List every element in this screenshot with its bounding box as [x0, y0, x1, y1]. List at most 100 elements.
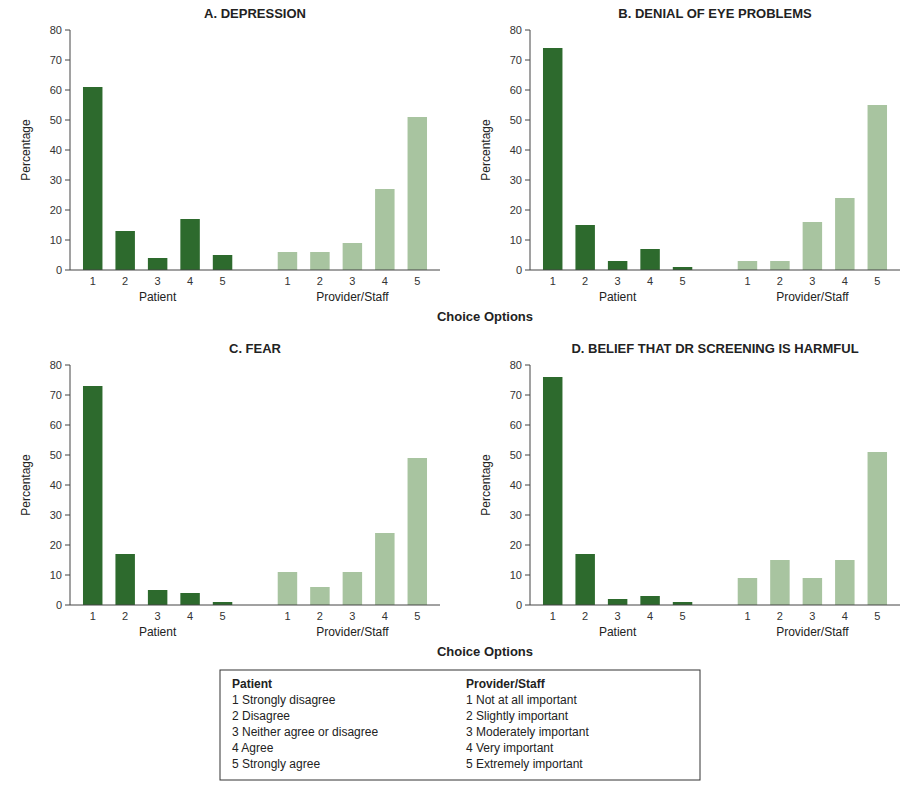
- y-axis-line: [530, 365, 531, 605]
- bar: [738, 261, 757, 270]
- y-tick-label: 20: [50, 204, 62, 216]
- x-tick-label: 2: [122, 275, 128, 287]
- x-tick-label: 1: [550, 610, 556, 622]
- y-tick-label: 50: [510, 114, 522, 126]
- panel-title: D. BELIEF THAT DR SCREENING IS HARMFUL: [571, 341, 858, 356]
- bar: [770, 261, 789, 270]
- x-tick-label: 5: [414, 275, 420, 287]
- y-tick: [65, 575, 70, 576]
- bar: [608, 261, 627, 270]
- y-tick-label: 10: [50, 234, 62, 246]
- group-label: Provider/Staff: [776, 625, 849, 639]
- bar: [213, 255, 232, 270]
- group-label: Provider/Staff: [316, 625, 389, 639]
- y-tick-label: 30: [510, 509, 522, 521]
- bar: [543, 377, 562, 605]
- x-tick-label: 1: [550, 275, 556, 287]
- bar: [868, 452, 887, 605]
- y-axis-label: Percentage: [479, 454, 493, 516]
- y-tick-label: 80: [50, 24, 62, 36]
- x-tick-label: 2: [122, 610, 128, 622]
- bar: [115, 231, 134, 270]
- x-axis-line: [70, 270, 440, 271]
- y-axis-label: Percentage: [19, 119, 33, 181]
- key-line: 3 Neither agree or disagree: [232, 725, 378, 739]
- y-tick: [525, 60, 530, 61]
- y-tick: [525, 455, 530, 456]
- x-tick-label: 1: [284, 275, 290, 287]
- group-label: Provider/Staff: [316, 290, 389, 304]
- bar: [803, 222, 822, 270]
- group-label: Patient: [599, 290, 637, 304]
- y-tick: [65, 365, 70, 366]
- y-tick: [65, 455, 70, 456]
- bar: [148, 258, 167, 270]
- y-tick: [65, 60, 70, 61]
- x-tick-label: 3: [349, 275, 355, 287]
- y-tick: [65, 605, 70, 606]
- bar: [835, 198, 854, 270]
- y-tick: [65, 180, 70, 181]
- bar: [803, 578, 822, 605]
- y-tick-label: 70: [50, 389, 62, 401]
- x-tick-label: 4: [187, 275, 193, 287]
- x-tick-label: 1: [90, 610, 96, 622]
- y-tick: [525, 575, 530, 576]
- y-tick-label: 10: [510, 569, 522, 581]
- key-line: 5 Extremely important: [466, 757, 583, 771]
- x-tick-label: 1: [744, 275, 750, 287]
- y-tick-label: 40: [50, 479, 62, 491]
- x-tick-label: 1: [744, 610, 750, 622]
- bar: [408, 117, 427, 270]
- x-tick-label: 5: [679, 275, 685, 287]
- y-tick: [65, 515, 70, 516]
- y-tick-label: 20: [510, 539, 522, 551]
- group-label: Provider/Staff: [776, 290, 849, 304]
- x-axis-line: [70, 605, 440, 606]
- panel: A. DEPRESSION01020304050607080Percentage…: [19, 6, 440, 304]
- bar: [375, 189, 394, 270]
- x-axis-line: [530, 270, 900, 271]
- bar: [310, 587, 329, 605]
- y-tick-label: 10: [510, 234, 522, 246]
- bar: [575, 554, 594, 605]
- x-tick-label: 2: [582, 610, 588, 622]
- panel-title: A. DEPRESSION: [204, 6, 306, 21]
- chart-root: A. DEPRESSION01020304050607080Percentage…: [0, 0, 919, 795]
- y-axis-line: [70, 365, 71, 605]
- bar: [868, 105, 887, 270]
- group-label: Patient: [599, 625, 637, 639]
- y-axis-label: Percentage: [19, 454, 33, 516]
- y-tick: [525, 605, 530, 606]
- bar: [83, 386, 102, 605]
- y-tick-label: 30: [50, 174, 62, 186]
- y-tick: [65, 425, 70, 426]
- bar: [738, 578, 757, 605]
- x-tick-label: 2: [777, 610, 783, 622]
- x-tick-label: 1: [284, 610, 290, 622]
- y-tick: [525, 240, 530, 241]
- bar: [148, 590, 167, 605]
- key-line: 2 Slightly important: [466, 709, 569, 723]
- y-tick-label: 40: [510, 479, 522, 491]
- bar: [343, 243, 362, 270]
- x-tick-label: 4: [382, 610, 388, 622]
- y-axis-line: [70, 30, 71, 270]
- y-tick-label: 40: [510, 144, 522, 156]
- y-tick: [525, 270, 530, 271]
- x-tick-label: 4: [842, 610, 848, 622]
- x-tick-label: 5: [874, 610, 880, 622]
- y-tick-label: 60: [50, 419, 62, 431]
- x-tick-label: 4: [187, 610, 193, 622]
- y-tick-label: 0: [516, 264, 522, 276]
- shared-x-label: Choice Options: [437, 644, 533, 659]
- y-tick: [525, 365, 530, 366]
- bars: [543, 377, 887, 605]
- panel-title: C. FEAR: [229, 341, 282, 356]
- x-tick-label: 3: [615, 275, 621, 287]
- y-tick-label: 20: [510, 204, 522, 216]
- y-tick-label: 70: [510, 54, 522, 66]
- y-tick-label: 0: [56, 264, 62, 276]
- y-tick: [525, 485, 530, 486]
- bar: [278, 572, 297, 605]
